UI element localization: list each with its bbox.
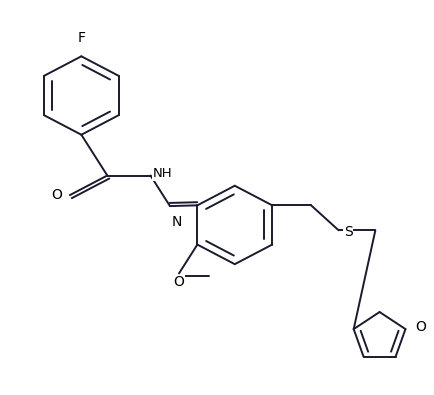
Text: O: O: [51, 188, 62, 202]
Text: O: O: [414, 320, 425, 334]
Text: NH: NH: [152, 167, 172, 180]
Text: F: F: [77, 31, 85, 45]
Text: N: N: [172, 215, 182, 229]
Text: S: S: [343, 225, 352, 239]
Text: O: O: [173, 275, 184, 290]
